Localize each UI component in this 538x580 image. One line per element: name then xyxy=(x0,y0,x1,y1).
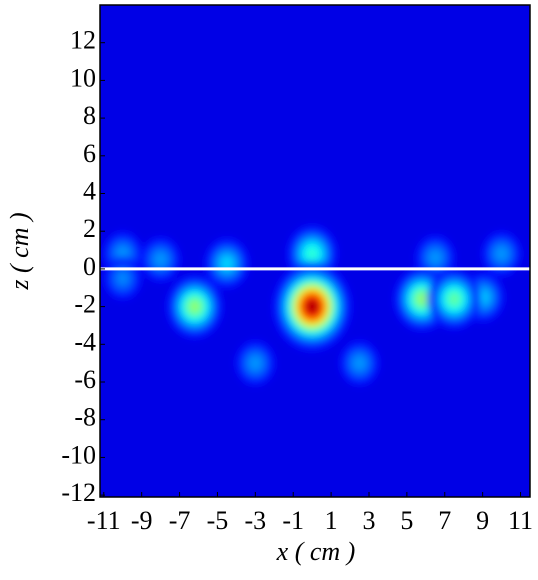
spot-level xyxy=(120,251,125,256)
x-tick-label: 3 xyxy=(362,506,375,535)
y-tick-label: -12 xyxy=(61,478,96,507)
heatmap-layer xyxy=(102,224,522,387)
x-tick-label: 9 xyxy=(476,506,489,535)
axes-frame xyxy=(99,4,531,498)
x-tick-label: -11 xyxy=(87,506,121,535)
spot-level xyxy=(117,272,129,285)
spot-level xyxy=(191,303,198,310)
y-tick-label: 0 xyxy=(83,252,96,281)
y-axis-label: z ( cm ) xyxy=(5,212,34,290)
spot-level xyxy=(452,297,457,302)
plot-area xyxy=(100,5,530,497)
spot-level xyxy=(158,257,163,262)
x-tick-label: -7 xyxy=(169,506,191,535)
hot-spot xyxy=(415,234,456,281)
spot-level xyxy=(306,247,318,260)
y-tick-label: -10 xyxy=(61,440,96,469)
hot-spot xyxy=(103,256,142,301)
x-tick-label: -1 xyxy=(282,506,304,535)
y-tick-label: 12 xyxy=(70,26,96,55)
x-tick-label: 11 xyxy=(508,506,533,535)
hot-spot xyxy=(272,261,352,352)
y-tick-label: 2 xyxy=(83,214,96,243)
x-axis-label: x ( cm ) xyxy=(276,537,356,566)
y-tick-label: -2 xyxy=(74,290,96,319)
x-tick-label: -5 xyxy=(207,506,229,535)
y-tick-label: -8 xyxy=(74,403,96,432)
y-tick-label: -6 xyxy=(74,365,96,394)
spot-level xyxy=(419,295,425,303)
y-tick-label: -4 xyxy=(74,327,96,356)
x-tick-label: 7 xyxy=(438,506,451,535)
spot-level xyxy=(499,251,504,256)
hot-spot xyxy=(166,274,224,339)
spot-level xyxy=(222,257,232,269)
spot-level xyxy=(308,302,316,311)
y-tick-label: 6 xyxy=(83,139,96,168)
hot-spot xyxy=(427,268,482,330)
spot-level xyxy=(357,361,362,366)
hot-spot xyxy=(481,230,522,277)
y-tick-label: 4 xyxy=(83,176,96,205)
y-tick-label: 10 xyxy=(70,63,96,92)
hot-spot xyxy=(235,340,276,387)
x-tick-label: 1 xyxy=(325,506,338,535)
hot-spot xyxy=(339,340,380,387)
spot-level xyxy=(253,361,258,366)
hot-spot xyxy=(140,236,181,283)
x-tick-label: -9 xyxy=(131,506,153,535)
x-tick-label: -3 xyxy=(244,506,266,535)
x-tick-label: 5 xyxy=(400,506,413,535)
spot-level xyxy=(433,255,438,260)
y-tick-label: 8 xyxy=(83,101,96,130)
